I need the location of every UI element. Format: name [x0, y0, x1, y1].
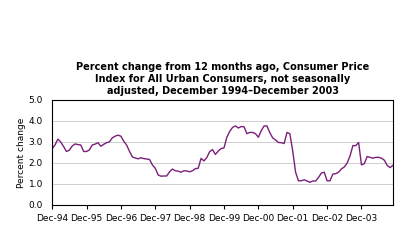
Title: Percent change from 12 months ago, Consumer Price
Index for All Urban Consumers,: Percent change from 12 months ago, Consu… — [76, 62, 369, 96]
Y-axis label: Percent change: Percent change — [17, 117, 26, 188]
